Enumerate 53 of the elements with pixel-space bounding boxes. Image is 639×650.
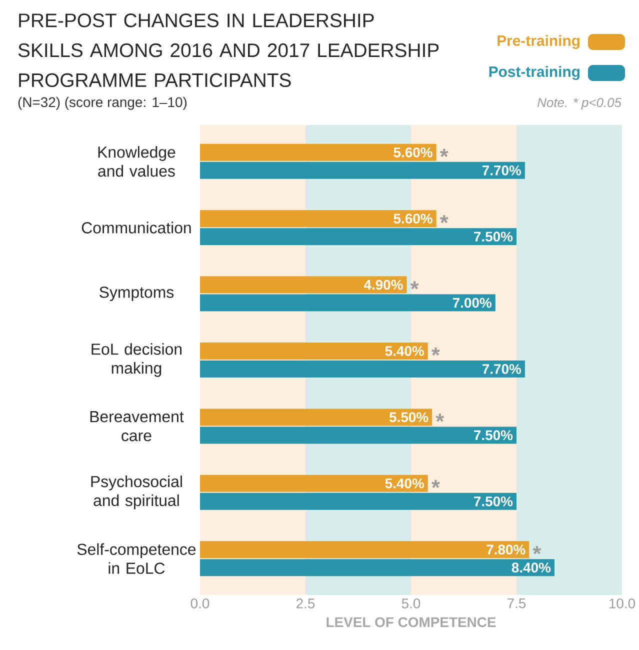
data-label: 7.70% xyxy=(482,165,522,176)
data-label: 7.50% xyxy=(474,430,513,440)
bar xyxy=(200,342,428,360)
data-label: 7.70% xyxy=(482,364,522,374)
bar xyxy=(200,294,496,312)
data-label: 7.50% xyxy=(474,232,513,242)
y-tick-label: Psychosocial and spiritual xyxy=(91,476,182,510)
y-tick-label: Communication xyxy=(82,222,191,234)
data-label: 4.90% xyxy=(364,280,403,290)
bar xyxy=(200,276,407,294)
x-tick-label: 2.5 xyxy=(296,598,315,608)
bar xyxy=(200,492,516,510)
legend-label: Pre-training xyxy=(498,35,580,49)
x-tick-label: 5.0 xyxy=(402,598,420,608)
annotation: * xyxy=(436,414,444,422)
legend-label: Post-training xyxy=(489,66,580,80)
bar xyxy=(200,559,554,576)
annotation: * xyxy=(431,480,440,488)
annotation: * xyxy=(440,215,448,224)
data-label: 7.50% xyxy=(474,496,513,506)
data-label: 7.80% xyxy=(486,544,526,555)
data-label: 5.50% xyxy=(389,412,428,422)
x-tick-label: 0.0 xyxy=(190,598,210,608)
bar xyxy=(200,144,436,161)
bar xyxy=(200,541,530,558)
bar xyxy=(200,426,516,444)
data-label: 5.40% xyxy=(385,478,424,488)
y-tick-label: Bereavement care xyxy=(90,411,184,442)
annotation: * xyxy=(431,347,440,356)
x-tick-label: 7.5 xyxy=(508,598,526,608)
bar xyxy=(200,408,432,426)
data-label: 5.60% xyxy=(394,147,432,158)
x-tick-label: 10.0 xyxy=(609,598,636,608)
y-tick-label: Symptoms xyxy=(100,286,174,302)
text: Note. * p<0.05 xyxy=(538,98,622,110)
bar xyxy=(200,360,525,378)
y-tick-label: EoL decision making xyxy=(92,343,182,377)
chart-subtitle: (N=32) (score range: 1–10) xyxy=(18,96,187,110)
bar xyxy=(200,210,436,228)
data-label: 5.60% xyxy=(394,214,432,224)
annotation: * xyxy=(440,148,448,158)
annotation: * xyxy=(410,281,419,290)
y-tick-label: Self-competence in EoLC xyxy=(77,543,196,574)
bar xyxy=(200,474,428,492)
bar xyxy=(200,228,516,246)
bar xyxy=(200,162,525,179)
data-label: 7.00% xyxy=(452,298,492,308)
y-tick-label: Knowledge and values xyxy=(98,146,176,177)
data-label: 5.40% xyxy=(385,346,424,356)
chart-title: PRE-POST CHANGES IN LEADERSHIP SKILLS AMONG 2016 AND 2017 LEADERSHIP PROGRAMME PARTICIPANTS xyxy=(18,14,439,88)
data-label: 8.40% xyxy=(512,562,551,573)
x-axis-title: LEVEL OF COMPETENCE xyxy=(326,617,496,628)
annotation: * xyxy=(532,546,542,554)
